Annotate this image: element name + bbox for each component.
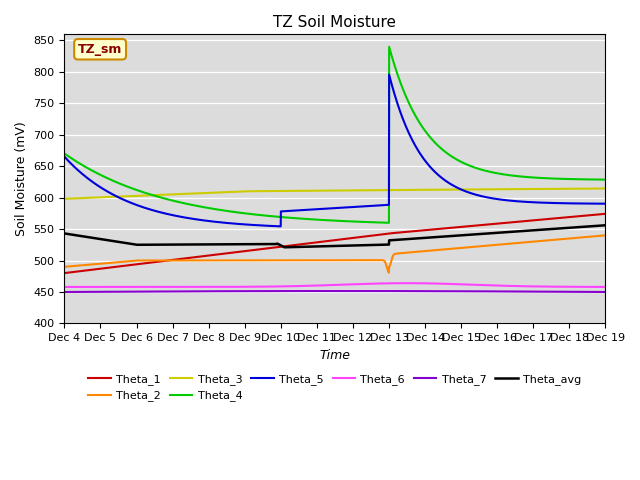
Theta_7 [122, 289, 130, 295]
Theta_7 [602, 289, 609, 295]
Theta_3 [122, 193, 130, 199]
Theta_5 [385, 72, 393, 77]
Theta_6 [602, 284, 609, 290]
Theta_4 [602, 177, 609, 182]
Theta_4 [268, 213, 276, 219]
Theta_7 [591, 289, 599, 295]
Theta_3 [268, 188, 276, 194]
Theta_5 [602, 201, 609, 206]
Theta_6 [268, 284, 276, 289]
Theta_6 [403, 280, 411, 286]
Theta_5 [277, 224, 285, 229]
Theta_avg [268, 241, 276, 247]
Theta_avg [602, 222, 609, 228]
Theta_1 [122, 263, 130, 268]
Theta_2 [268, 257, 276, 263]
Theta_7 [154, 288, 162, 294]
Theta_1 [61, 270, 68, 276]
Theta_6 [61, 284, 68, 290]
Theta_2 [61, 264, 68, 270]
Theta_5 [268, 223, 276, 229]
Line: Theta_1: Theta_1 [65, 214, 605, 273]
Theta_7 [291, 288, 299, 294]
Theta_3 [591, 186, 598, 192]
Theta_4 [533, 175, 541, 180]
Theta_2 [602, 232, 609, 238]
Theta_3 [154, 192, 162, 198]
Theta_2 [591, 233, 599, 239]
Text: TZ_sm: TZ_sm [78, 43, 122, 56]
Theta_6 [154, 284, 162, 290]
Theta_2 [385, 270, 393, 276]
Theta_1 [154, 259, 162, 264]
Theta_4 [291, 216, 299, 221]
Theta_4 [385, 220, 393, 226]
Theta_3 [291, 188, 299, 194]
Line: Theta_5: Theta_5 [65, 74, 605, 227]
Theta_6 [591, 284, 599, 290]
Theta_7 [331, 288, 339, 294]
Theta_4 [385, 44, 393, 50]
Y-axis label: Soil Moisture (mV): Soil Moisture (mV) [15, 121, 28, 236]
Theta_2 [533, 239, 541, 244]
Theta_4 [61, 151, 68, 156]
Theta_3 [61, 196, 68, 202]
Theta_5 [122, 198, 130, 204]
Legend: Theta_1, Theta_2, Theta_3, Theta_4, Theta_5, Theta_6, Theta_7, Theta_avg: Theta_1, Theta_2, Theta_3, Theta_4, Thet… [84, 370, 586, 406]
Theta_1 [591, 212, 598, 217]
Theta_7 [533, 289, 541, 295]
Theta_avg [292, 244, 300, 250]
Theta_avg [61, 230, 68, 236]
Line: Theta_3: Theta_3 [65, 189, 605, 199]
Theta_1 [602, 211, 609, 216]
Theta_6 [122, 284, 130, 290]
Theta_avg [122, 240, 130, 246]
Theta_4 [154, 194, 162, 200]
Line: Theta_6: Theta_6 [65, 283, 605, 287]
Theta_1 [291, 242, 299, 248]
Theta_1 [268, 245, 276, 251]
Theta_5 [61, 154, 68, 159]
Line: Theta_avg: Theta_avg [65, 225, 605, 247]
X-axis label: Time: Time [319, 349, 351, 362]
Line: Theta_4: Theta_4 [65, 47, 605, 223]
Line: Theta_7: Theta_7 [65, 291, 605, 292]
Theta_5 [533, 200, 541, 205]
Theta_avg [281, 244, 289, 250]
Theta_7 [61, 289, 68, 295]
Line: Theta_2: Theta_2 [65, 235, 605, 273]
Theta_2 [291, 257, 299, 263]
Theta_4 [122, 183, 130, 189]
Theta_1 [532, 217, 540, 223]
Theta_3 [532, 186, 540, 192]
Theta_5 [292, 208, 300, 214]
Theta_3 [602, 186, 609, 192]
Theta_4 [591, 177, 599, 182]
Theta_5 [591, 201, 599, 206]
Theta_avg [533, 227, 541, 233]
Theta_2 [122, 259, 130, 264]
Theta_5 [154, 209, 162, 215]
Theta_avg [591, 223, 599, 229]
Theta_avg [154, 242, 162, 248]
Theta_2 [154, 258, 162, 264]
Theta_7 [268, 288, 276, 294]
Theta_6 [291, 283, 299, 289]
Theta_6 [533, 284, 541, 289]
Title: TZ Soil Moisture: TZ Soil Moisture [273, 15, 396, 30]
